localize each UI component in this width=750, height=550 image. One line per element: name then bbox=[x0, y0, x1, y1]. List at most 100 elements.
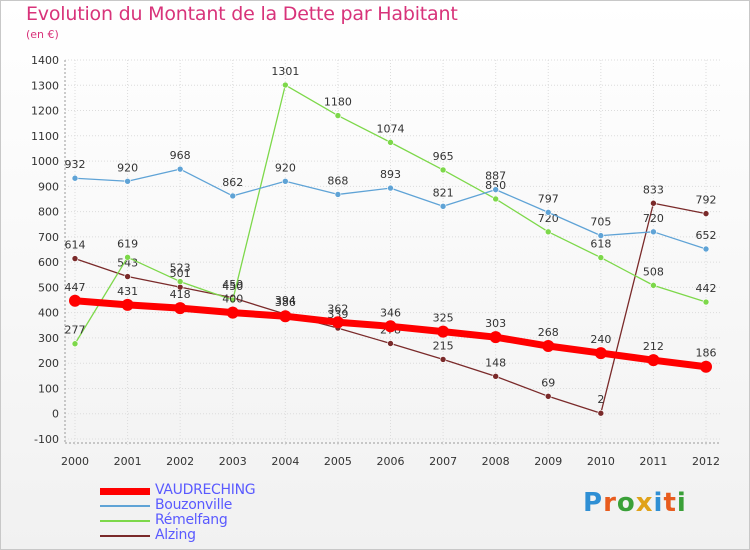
data-point bbox=[229, 192, 237, 200]
data-point bbox=[124, 273, 131, 280]
data-point bbox=[71, 174, 79, 182]
data-label: 792 bbox=[696, 194, 717, 207]
x-tick-label: 2000 bbox=[61, 455, 89, 468]
logo-letter: i bbox=[676, 488, 687, 518]
y-tick-label: 1100 bbox=[31, 130, 59, 143]
data-label: 705 bbox=[590, 216, 611, 229]
data-label: 833 bbox=[643, 183, 664, 196]
data-label: 386 bbox=[275, 296, 296, 309]
data-label: 346 bbox=[380, 306, 401, 319]
logo-letter: o bbox=[616, 488, 636, 518]
data-point bbox=[439, 166, 447, 174]
data-point bbox=[387, 340, 394, 347]
data-point bbox=[334, 112, 342, 119]
x-tick-label: 2010 bbox=[587, 455, 615, 468]
data-label: 2 bbox=[597, 393, 604, 406]
y-tick-label: 700 bbox=[38, 231, 59, 244]
x-tick-label: 2011 bbox=[639, 455, 667, 468]
data-label: 325 bbox=[433, 312, 454, 325]
data-point bbox=[492, 186, 499, 193]
data-point bbox=[700, 360, 712, 373]
data-point bbox=[439, 356, 447, 363]
data-point bbox=[544, 392, 552, 400]
data-label: 619 bbox=[117, 237, 138, 250]
data-label: 418 bbox=[170, 288, 191, 301]
data-point bbox=[544, 209, 552, 216]
x-tick-label: 2009 bbox=[534, 455, 562, 468]
data-point bbox=[542, 340, 555, 353]
data-label: 965 bbox=[433, 150, 454, 163]
data-point bbox=[124, 254, 131, 261]
data-point bbox=[492, 373, 499, 380]
data-label: 362 bbox=[327, 302, 348, 315]
y-tick-label: 400 bbox=[38, 307, 59, 320]
data-point bbox=[650, 282, 657, 289]
data-label: 501 bbox=[170, 267, 191, 280]
data-label: 400 bbox=[222, 293, 243, 306]
data-label: 920 bbox=[117, 161, 138, 174]
legend-label: Bouzonville bbox=[155, 497, 233, 513]
y-tick-label: 800 bbox=[38, 206, 59, 219]
data-label: 1074 bbox=[377, 122, 405, 135]
y-tick-label: 1000 bbox=[31, 155, 59, 168]
data-point bbox=[492, 195, 499, 203]
data-label: 186 bbox=[696, 347, 717, 360]
data-label: 968 bbox=[170, 149, 191, 162]
data-label: 797 bbox=[538, 192, 559, 205]
data-label: 850 bbox=[485, 179, 506, 192]
data-point bbox=[702, 245, 710, 253]
data-label: 303 bbox=[485, 317, 506, 330]
data-point bbox=[334, 191, 342, 198]
chart-title: Evolution du Montant de la Dette par Hab… bbox=[26, 3, 458, 25]
data-point bbox=[650, 199, 657, 207]
x-tick-label: 2008 bbox=[482, 455, 510, 468]
data-label: 394 bbox=[275, 294, 296, 307]
data-point bbox=[176, 278, 184, 285]
legend-swatch bbox=[100, 520, 150, 522]
data-point bbox=[544, 228, 552, 236]
y-tick-label: 900 bbox=[38, 180, 59, 193]
data-point bbox=[702, 298, 710, 306]
legend-label: VAUDRECHING bbox=[155, 482, 256, 498]
y-tick-label: -100 bbox=[34, 433, 59, 446]
legend-label: Alzing bbox=[155, 527, 196, 543]
data-point bbox=[597, 254, 605, 261]
data-label: 339 bbox=[327, 308, 348, 321]
data-point bbox=[282, 177, 289, 185]
logo-letter: i bbox=[653, 488, 664, 518]
data-point bbox=[702, 210, 710, 217]
x-tick-label: 2012 bbox=[692, 455, 720, 468]
data-label: 277 bbox=[65, 324, 86, 337]
x-tick-label: 2007 bbox=[429, 455, 457, 468]
y-tick-label: 1300 bbox=[31, 79, 59, 92]
data-label: 447 bbox=[65, 281, 86, 294]
y-tick-label: 1200 bbox=[31, 105, 59, 118]
y-tick-label: 1400 bbox=[31, 54, 59, 67]
data-label: 720 bbox=[643, 212, 664, 225]
data-label: 268 bbox=[538, 326, 559, 339]
y-tick-label: 100 bbox=[38, 382, 59, 395]
data-label: 1301 bbox=[271, 65, 299, 78]
legend-swatch bbox=[100, 535, 150, 537]
data-point bbox=[597, 409, 605, 417]
logo-letter: x bbox=[635, 488, 654, 518]
data-label: 920 bbox=[275, 161, 296, 174]
data-label: 240 bbox=[590, 333, 611, 346]
data-point bbox=[387, 184, 394, 192]
data-point bbox=[121, 298, 134, 311]
logo-letter: t bbox=[663, 488, 677, 518]
data-point bbox=[650, 228, 657, 236]
x-tick-label: 2004 bbox=[271, 455, 299, 468]
data-label: 215 bbox=[433, 339, 454, 352]
data-point bbox=[387, 139, 394, 146]
x-tick-label: 2005 bbox=[324, 455, 352, 468]
proxiti-logo: Proxiti bbox=[583, 488, 687, 518]
data-point bbox=[437, 325, 450, 338]
data-point bbox=[384, 320, 397, 333]
logo-letter: P bbox=[583, 488, 604, 518]
logo-letter: r bbox=[603, 488, 617, 518]
data-point bbox=[71, 255, 79, 262]
data-label: 212 bbox=[643, 340, 664, 353]
data-point bbox=[439, 202, 447, 210]
